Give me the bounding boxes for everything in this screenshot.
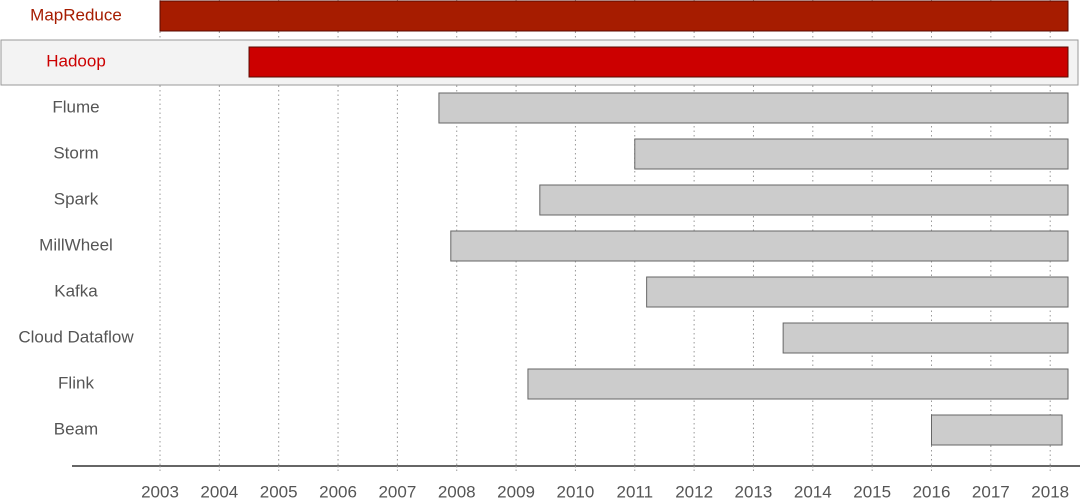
x-tick-label: 2014 bbox=[794, 482, 832, 500]
range-bar bbox=[646, 276, 1069, 308]
x-tick-label: 2009 bbox=[497, 482, 535, 500]
x-tick-label: 2003 bbox=[141, 482, 179, 500]
x-tick-label: 2010 bbox=[557, 482, 595, 500]
range-bar bbox=[450, 230, 1069, 262]
range-bar bbox=[527, 368, 1069, 400]
category-label: Flume bbox=[52, 97, 99, 116]
x-tick-label: 2011 bbox=[616, 482, 653, 500]
category-label: Flink bbox=[58, 373, 94, 392]
range-bar bbox=[931, 414, 1063, 446]
category-label: Kafka bbox=[54, 281, 98, 300]
x-tick-label: 2017 bbox=[972, 482, 1010, 500]
range-bar bbox=[634, 138, 1069, 170]
range-bar bbox=[438, 92, 1069, 124]
category-label: Beam bbox=[54, 419, 98, 438]
range-bar bbox=[782, 322, 1069, 354]
category-label: Cloud Dataflow bbox=[18, 327, 134, 346]
x-tick-label: 2013 bbox=[735, 482, 773, 500]
range-bar bbox=[539, 184, 1069, 216]
x-tick-label: 2016 bbox=[913, 482, 951, 500]
x-tick-label: 2012 bbox=[675, 482, 713, 500]
x-tick-label: 2007 bbox=[378, 482, 416, 500]
category-label: Hadoop bbox=[46, 51, 106, 70]
category-label: MillWheel bbox=[39, 235, 113, 254]
x-tick-label: 2008 bbox=[438, 482, 476, 500]
x-tick-label: 2018 bbox=[1031, 482, 1069, 500]
category-label: Storm bbox=[53, 143, 98, 162]
x-tick-label: 2015 bbox=[853, 482, 891, 500]
category-label: Spark bbox=[54, 189, 99, 208]
x-tick-label: 2004 bbox=[200, 482, 238, 500]
x-tick-label: 2005 bbox=[260, 482, 298, 500]
category-label: MapReduce bbox=[30, 5, 122, 24]
range-bar bbox=[248, 46, 1069, 78]
x-tick-label: 2006 bbox=[319, 482, 357, 500]
range-bar bbox=[159, 0, 1069, 32]
